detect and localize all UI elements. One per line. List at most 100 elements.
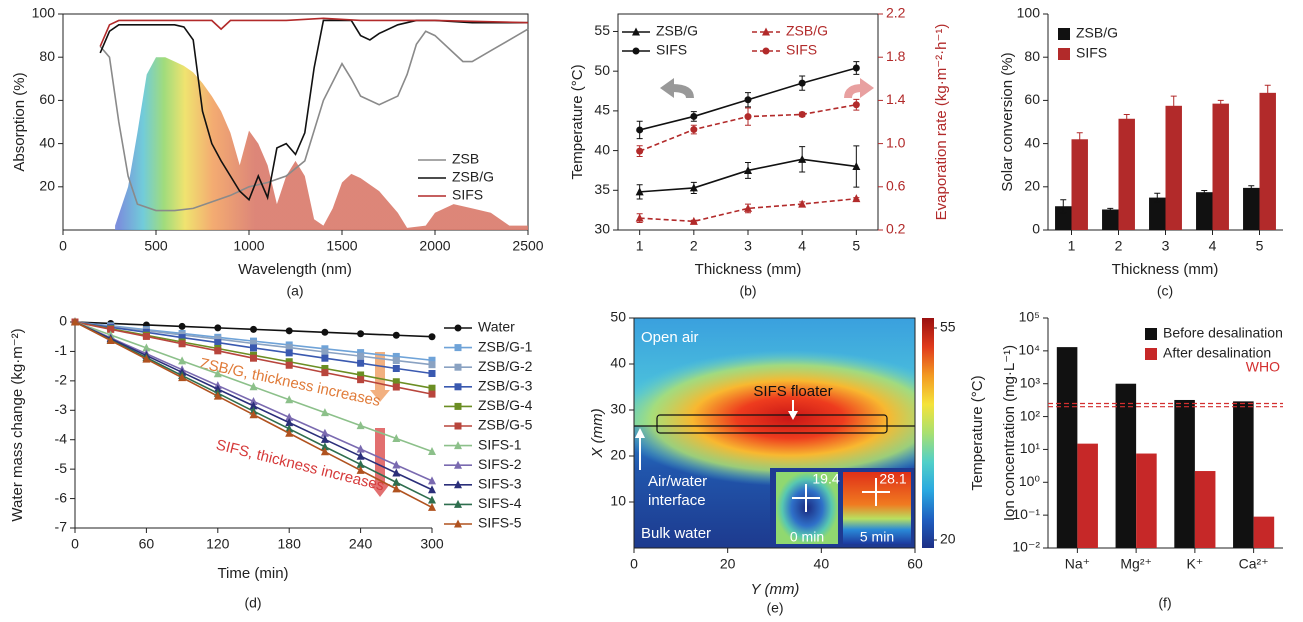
x-axis-label: Wavelength (nm) xyxy=(238,261,352,278)
point xyxy=(179,340,186,347)
y-axis-label: Water mass change (kg·m⁻²) xyxy=(9,328,26,521)
legend-marker xyxy=(455,344,462,351)
bar xyxy=(1260,93,1276,230)
figure: Absorption (%) Wavelength (nm) (a) Tempe… xyxy=(0,0,1303,622)
annotation: Air/water xyxy=(648,473,707,490)
x-axis-label: Thickness (mm) xyxy=(695,261,802,278)
point xyxy=(853,101,860,108)
point xyxy=(321,369,328,376)
y-tick-label: -4 xyxy=(55,430,68,446)
y2-tick-label: 1.0 xyxy=(886,134,906,150)
legend-label: SIFS xyxy=(786,42,817,58)
x-tick-label: 3 xyxy=(744,238,752,254)
legend-marker xyxy=(455,403,462,410)
legend-label: Before desalination xyxy=(1163,325,1283,341)
y-tick-label: 10 xyxy=(610,493,626,509)
legend-label: SIFS-5 xyxy=(478,515,522,531)
y-axis-label: Solar conversion (%) xyxy=(999,52,1016,191)
annotation: 28.1 xyxy=(879,471,906,487)
x-tick-label: 40 xyxy=(814,556,830,572)
legend-label: ZSB/G xyxy=(1076,25,1118,41)
legend-label: ZSB/G xyxy=(656,23,698,39)
point xyxy=(429,370,436,377)
point xyxy=(321,349,328,356)
y-tick-label: -1 xyxy=(55,342,68,358)
y-tick-label: 10³ xyxy=(1020,374,1041,390)
y2-axis-label: Evaporation rate (kg·m⁻²·h⁻¹) xyxy=(933,24,950,221)
legend-marker xyxy=(455,364,462,371)
point xyxy=(143,333,150,340)
y-tick-label: 50 xyxy=(610,309,626,325)
x-tick-label: 120 xyxy=(206,536,230,552)
legend-label: ZSB/G-1 xyxy=(478,338,533,354)
y-tick-label: 80 xyxy=(39,48,55,64)
x-tick-label: 4 xyxy=(1209,238,1217,254)
y-axis-label: Ion concentration (mg·L⁻¹) xyxy=(1001,345,1018,521)
point xyxy=(286,362,293,369)
x-tick-label: 240 xyxy=(349,536,373,552)
legend-label: ZSB xyxy=(452,151,479,167)
x-tick-label: 1 xyxy=(636,238,644,254)
legend-label: Water xyxy=(478,319,515,335)
point xyxy=(393,365,400,372)
y-tick-label: 10⁻² xyxy=(1012,539,1040,555)
x-tick-label: 1000 xyxy=(233,238,264,254)
x-axis-label: Thickness (mm) xyxy=(1112,261,1219,278)
x-tick-label: 60 xyxy=(139,536,155,552)
colorbar-tick-label: 55 xyxy=(940,319,956,335)
x-tick-label: 1 xyxy=(1068,238,1076,254)
point xyxy=(179,323,186,330)
annotation: interface xyxy=(648,492,706,509)
point xyxy=(357,376,364,383)
annotation: SIFS floater xyxy=(753,383,832,400)
x-tick-label: Na⁺ xyxy=(1065,556,1090,572)
y-tick-label: 20 xyxy=(1024,178,1040,194)
legend-label: ZSB/G-2 xyxy=(478,358,533,374)
x-tick-label: 2000 xyxy=(419,238,450,254)
legend-swatch xyxy=(1058,28,1070,40)
bar xyxy=(1166,106,1182,230)
x-tick-label: 5 xyxy=(852,238,860,254)
point xyxy=(286,327,293,334)
point xyxy=(393,357,400,364)
point xyxy=(214,347,221,354)
y-tick-label: 60 xyxy=(1024,91,1040,107)
y-tick-label: 0 xyxy=(59,313,67,329)
y-tick-label: 80 xyxy=(1024,48,1040,64)
x-tick-label: 2500 xyxy=(512,238,543,254)
x-tick-label: 2 xyxy=(690,238,698,254)
x-tick-label: 0 xyxy=(71,536,79,552)
x-tick-label: 0 xyxy=(630,556,638,572)
point xyxy=(690,126,697,133)
point xyxy=(745,96,752,103)
point xyxy=(799,80,806,87)
y-tick-label: 35 xyxy=(594,181,610,197)
y-tick-label: 45 xyxy=(594,102,610,118)
y-axis-label: X (mm) xyxy=(589,408,606,458)
x-tick-label: 20 xyxy=(720,556,736,572)
y-tick-label: 55 xyxy=(594,22,610,38)
y-tick-label: 20 xyxy=(39,178,55,194)
point xyxy=(250,344,257,351)
x-tick-label: 0 xyxy=(59,238,67,254)
y-tick-label: 40 xyxy=(39,134,55,150)
y2-tick-label: 0.2 xyxy=(886,221,906,237)
panel-caption: (d) xyxy=(244,595,261,611)
point xyxy=(429,361,436,368)
x-tick-label: Mg²⁺ xyxy=(1120,556,1152,572)
y-tick-label: -3 xyxy=(55,401,68,417)
point xyxy=(250,326,257,333)
bar xyxy=(1057,347,1078,548)
bar xyxy=(1196,192,1212,230)
y2-tick-label: 1.8 xyxy=(886,48,906,64)
legend-marker xyxy=(763,48,770,55)
point xyxy=(799,111,806,118)
bar xyxy=(1254,517,1275,548)
y-tick-label: 0 xyxy=(1032,221,1040,237)
x-tick-label: 5 xyxy=(1256,238,1264,254)
panel-caption: (e) xyxy=(766,600,783,616)
point xyxy=(393,384,400,391)
right-arrow-head xyxy=(860,78,874,98)
bar xyxy=(1195,471,1216,548)
panel-caption: (f) xyxy=(1158,595,1171,611)
